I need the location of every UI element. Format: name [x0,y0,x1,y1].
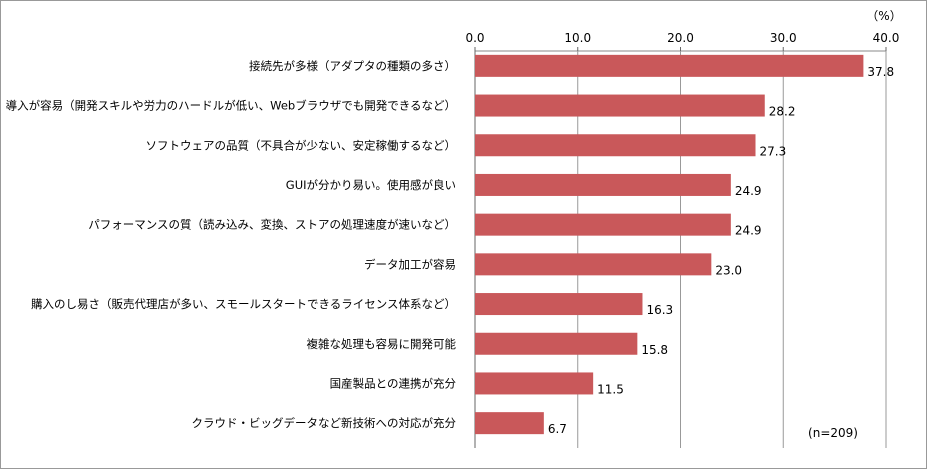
bar-value-label: 16.3 [646,303,673,317]
bar [475,253,712,276]
x-tick-label: 20.0 [667,31,694,45]
bar [475,54,864,77]
bar-value-label: 15.8 [641,343,668,357]
bar [475,293,643,316]
bar [475,173,731,196]
bar [475,94,765,117]
category-label: ソフトウェアの品質（不具合が少ない、安定稼働するなど） [146,138,457,152]
category-label: 接続先が多様（アダプタの種類の多さ） [249,59,456,73]
bar-value-label: 11.5 [597,382,624,396]
bar-value-label: 23.0 [715,263,742,277]
bar-value-label: 6.7 [548,422,567,436]
category-label: データ加工が容易 [364,257,456,271]
bar [475,372,594,395]
bar [475,213,731,236]
category-label: 購入のし易さ（販売代理店が多い、スモールスタートできるライセンス体系など） [31,297,456,311]
x-tick-label: 40.0 [873,31,900,45]
unit-label: （%） [866,9,901,23]
category-label: 複雑な処理も容易に開発可能 [307,337,457,351]
bar [475,134,756,157]
bar-value-label: 24.9 [735,224,762,238]
bar [475,412,544,435]
bar-value-label: 37.8 [867,65,894,79]
category-label: 導入が容易（開発スキルや労力のハードルが低い、Webブラウザでも開発できるなど） [6,99,456,113]
bar-value-label: 28.2 [769,105,796,119]
bar [475,332,638,355]
category-label: GUIが分かり易い。使用感が良い [286,178,456,192]
x-tick-label: 30.0 [770,31,797,45]
sample-size-note: (n=209) [808,426,858,440]
x-tick-label: 10.0 [564,31,591,45]
x-tick-label: 0.0 [465,31,484,45]
bar-value-label: 24.9 [735,184,762,198]
bar-value-label: 27.3 [760,144,787,158]
category-label: 国産製品との連携が充分 [330,376,457,390]
category-label: パフォーマンスの質（読み込み、変換、ストアの処理速度が速いなど） [88,218,456,232]
category-label: クラウド・ビッグデータなど新技術への対応が充分 [192,416,457,430]
